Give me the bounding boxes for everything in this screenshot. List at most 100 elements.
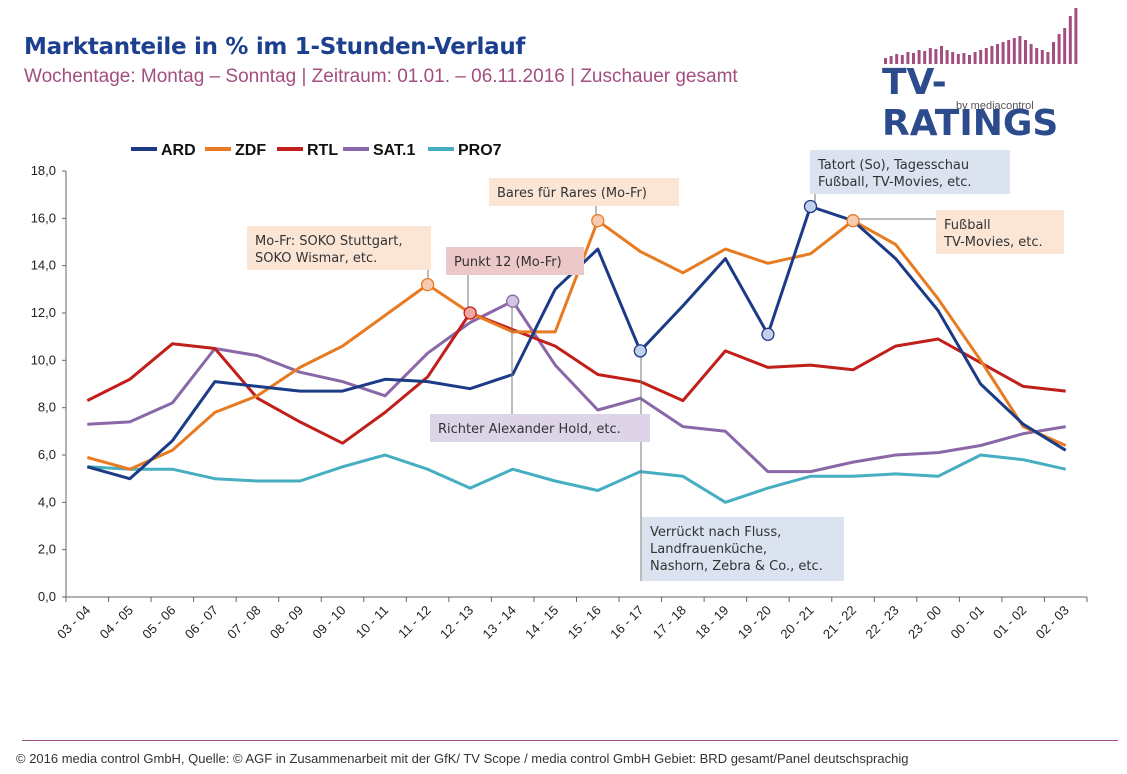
annotation-tatort: Tatort (So), Tagesschau Fußball, TV-Movie… <box>810 150 1010 194</box>
series-line-pro7 <box>87 453 1067 504</box>
logo-bar <box>1063 28 1067 64</box>
annotation-text: Nashorn, Zebra & Co., etc. <box>650 559 823 574</box>
y-tick-label: 2,0 <box>38 542 56 557</box>
logo-bar <box>945 50 949 64</box>
annotation-text: Mo-Fr: SOKO Stuttgart, <box>255 234 403 249</box>
logo-bar <box>923 51 927 64</box>
x-tick-label: 10 - 11 <box>353 603 392 642</box>
logo-bar <box>900 55 904 64</box>
data-marker <box>463 306 477 320</box>
logo-bar <box>1012 38 1016 64</box>
data-marker <box>420 277 435 292</box>
data-marker <box>633 344 647 358</box>
y-tick-label: 6,0 <box>38 447 56 462</box>
logo-bar <box>1052 42 1055 64</box>
logo-bar <box>884 58 887 64</box>
logo-bar <box>895 54 899 64</box>
logo-bar <box>906 52 910 64</box>
annotation-box <box>642 517 844 581</box>
y-tick-label: 12,0 <box>31 305 56 320</box>
logo-bar <box>1029 44 1033 64</box>
x-tick-label: 16 - 17 <box>607 603 646 642</box>
annotation-text: Bares für Rares (Mo-Fr) <box>497 186 647 201</box>
annotation-text: Fußball <box>944 218 991 233</box>
annotation-verrueckt: Verrückt nach Fluss, Landfrauenküche, Nash… <box>642 517 844 581</box>
annotation-text: Richter Alexander Hold, etc. <box>438 422 621 437</box>
series-line-sat1 <box>87 299 1066 474</box>
data-marker <box>591 214 605 228</box>
logo-bar <box>996 44 999 64</box>
logo-bar <box>917 50 921 64</box>
data-marker <box>761 327 775 341</box>
annotation-text: TV-Movies, etc. <box>943 235 1043 250</box>
x-tick-label: 03 - 04 <box>54 603 93 642</box>
logo-bar <box>1068 16 1072 64</box>
series-line-zdf <box>86 219 1067 471</box>
annotation-box <box>810 150 1010 194</box>
y-tick-label: 16,0 <box>31 210 56 225</box>
page-title: Marktanteile in % im 1-Stunden-Verlauf <box>24 34 526 60</box>
x-tick-label: 21 - 22 <box>820 603 859 642</box>
series-line-rtl <box>86 311 1066 445</box>
annotation-box <box>936 210 1064 254</box>
x-tick-label: 18 - 19 <box>692 603 731 642</box>
annotation-fussball: Fußball TV-Movies, etc. <box>936 210 1064 254</box>
logo-bar <box>1007 40 1011 64</box>
line-chart: 0,0 2,0 4,0 6,0 8,0 10,0 12,0 14,0 16,0 18,0 03 - … <box>31 142 1088 642</box>
y-tick-label: 10,0 <box>31 352 56 367</box>
annotation-box <box>430 414 650 442</box>
logo-bar <box>984 48 988 64</box>
logo-bar <box>1024 40 1027 64</box>
x-tick-label: 08 - 09 <box>267 603 306 642</box>
y-tick-label: 8,0 <box>38 400 56 415</box>
logo-bar <box>956 54 960 64</box>
x-tick-label: 23 - 00 <box>905 603 944 642</box>
legend-label: SAT.1 <box>373 142 415 159</box>
annotation-text: Fußball, TV-Movies, etc. <box>818 175 972 190</box>
x-tick-label: 15 - 16 <box>565 603 604 642</box>
annotation-bares: Bares für Rares (Mo-Fr) <box>489 178 679 206</box>
data-marker <box>846 214 860 228</box>
x-tick-label: 05 - 06 <box>139 603 178 642</box>
x-tick-label: 07 - 08 <box>224 603 263 642</box>
x-tick-label: 09 - 10 <box>309 603 348 642</box>
data-marker <box>506 294 520 308</box>
logo-bar <box>912 53 915 64</box>
logo-bar <box>1057 34 1061 64</box>
legend-label: ZDF <box>235 142 266 159</box>
x-tick-label: 12 - 13 <box>437 603 476 642</box>
y-tick-label: 4,0 <box>38 494 56 509</box>
annotation-text: SOKO Wismar, etc. <box>255 251 377 266</box>
legend-label: PRO7 <box>458 142 502 159</box>
page-subtitle: Wochentage: Montag – Sonntag | Zeitraum:… <box>24 66 738 87</box>
logo-bar <box>951 52 955 64</box>
annotation-box <box>247 226 431 270</box>
logo-bar <box>968 55 971 64</box>
logo-bar <box>928 48 932 64</box>
x-tick-label: 17 - 18 <box>650 603 689 642</box>
logo-byline: by mediacontrol <box>956 100 1034 112</box>
x-tick-label: 02 - 03 <box>1033 603 1072 642</box>
x-tick-label: 13 - 14 <box>480 603 519 642</box>
logo-bar <box>990 46 994 64</box>
logo-bar <box>973 52 977 64</box>
x-tick-label: 04 - 05 <box>97 603 136 642</box>
x-tick-label: 22 - 23 <box>862 603 901 642</box>
logo-bars-icon <box>884 8 1078 64</box>
logo-bar <box>934 49 938 64</box>
data-marker <box>803 199 818 214</box>
annotation-text: Verrückt nach Fluss, <box>650 525 781 540</box>
x-tick-label: 19 - 20 <box>735 603 774 642</box>
logo-bar <box>1046 52 1050 64</box>
x-tick-label: 01 - 02 <box>990 603 1029 642</box>
logo-bar <box>1001 42 1005 64</box>
logo-bar <box>1035 48 1039 64</box>
legend: ARD ZDF RTL SAT.1 PRO7 <box>131 142 502 159</box>
annotation-punkt12: Punkt 12 (Mo-Fr) <box>446 247 584 275</box>
logo-bar <box>962 53 966 64</box>
logo-bar <box>1040 50 1044 64</box>
annotation-box <box>446 247 584 275</box>
x-tick-label: 11 - 12 <box>395 603 434 642</box>
annotation-text: Landfrauenküche, <box>650 542 767 557</box>
logo-bar <box>1018 36 1022 64</box>
